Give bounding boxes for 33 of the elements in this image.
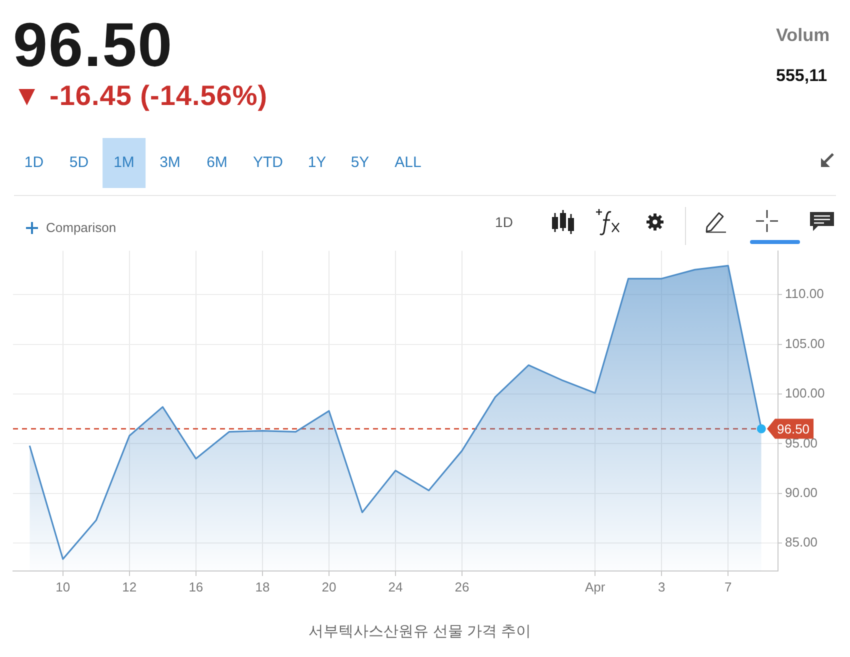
text: 1D bbox=[495, 214, 513, 230]
chart-title: 96.50 bbox=[13, 11, 174, 81]
y-tick-label: 100.00 bbox=[785, 386, 825, 401]
text: YTD bbox=[252, 153, 284, 173]
text: ALL bbox=[394, 153, 422, 173]
y-tick-label: 105.00 bbox=[785, 336, 825, 351]
x-tick-label: 10 bbox=[56, 579, 70, 594]
x-tick-label: 26 bbox=[454, 579, 470, 594]
y-tick-label: 85.00 bbox=[785, 534, 818, 550]
text: 5D bbox=[68, 153, 90, 173]
x-tick-label: 24 bbox=[388, 579, 403, 594]
x-tick-label: 20 bbox=[322, 579, 336, 594]
x-tick-label: 18 bbox=[255, 579, 270, 594]
ref-line-label: 96.50 bbox=[777, 421, 810, 436]
x-tick-label: Apr bbox=[584, 579, 606, 594]
text: 5Y bbox=[350, 153, 370, 173]
text: 555,11 bbox=[776, 66, 828, 86]
text: 서부텍사스산원유 선물 가격 추이 bbox=[308, 623, 532, 641]
text: 1M bbox=[102, 138, 146, 188]
text: 1Y bbox=[306, 153, 328, 173]
text: Comparison bbox=[46, 220, 116, 236]
x-tick-label: 7 bbox=[724, 579, 732, 594]
text: 3M bbox=[158, 153, 182, 173]
x-tick-label: 16 bbox=[188, 579, 204, 594]
chart-subtitle: ▼ -16.45 (-14.56%) bbox=[13, 80, 268, 112]
text: Volum bbox=[776, 25, 830, 47]
text: 1D bbox=[23, 153, 45, 173]
x-tick-label: 3 bbox=[658, 579, 666, 594]
y-tick-label: 110.00 bbox=[785, 286, 824, 302]
x-tick-label: 12 bbox=[122, 579, 137, 594]
y-tick-label: 90.00 bbox=[785, 485, 818, 500]
text: 6M bbox=[206, 153, 228, 173]
y-tick-label: 95.00 bbox=[785, 435, 818, 450]
